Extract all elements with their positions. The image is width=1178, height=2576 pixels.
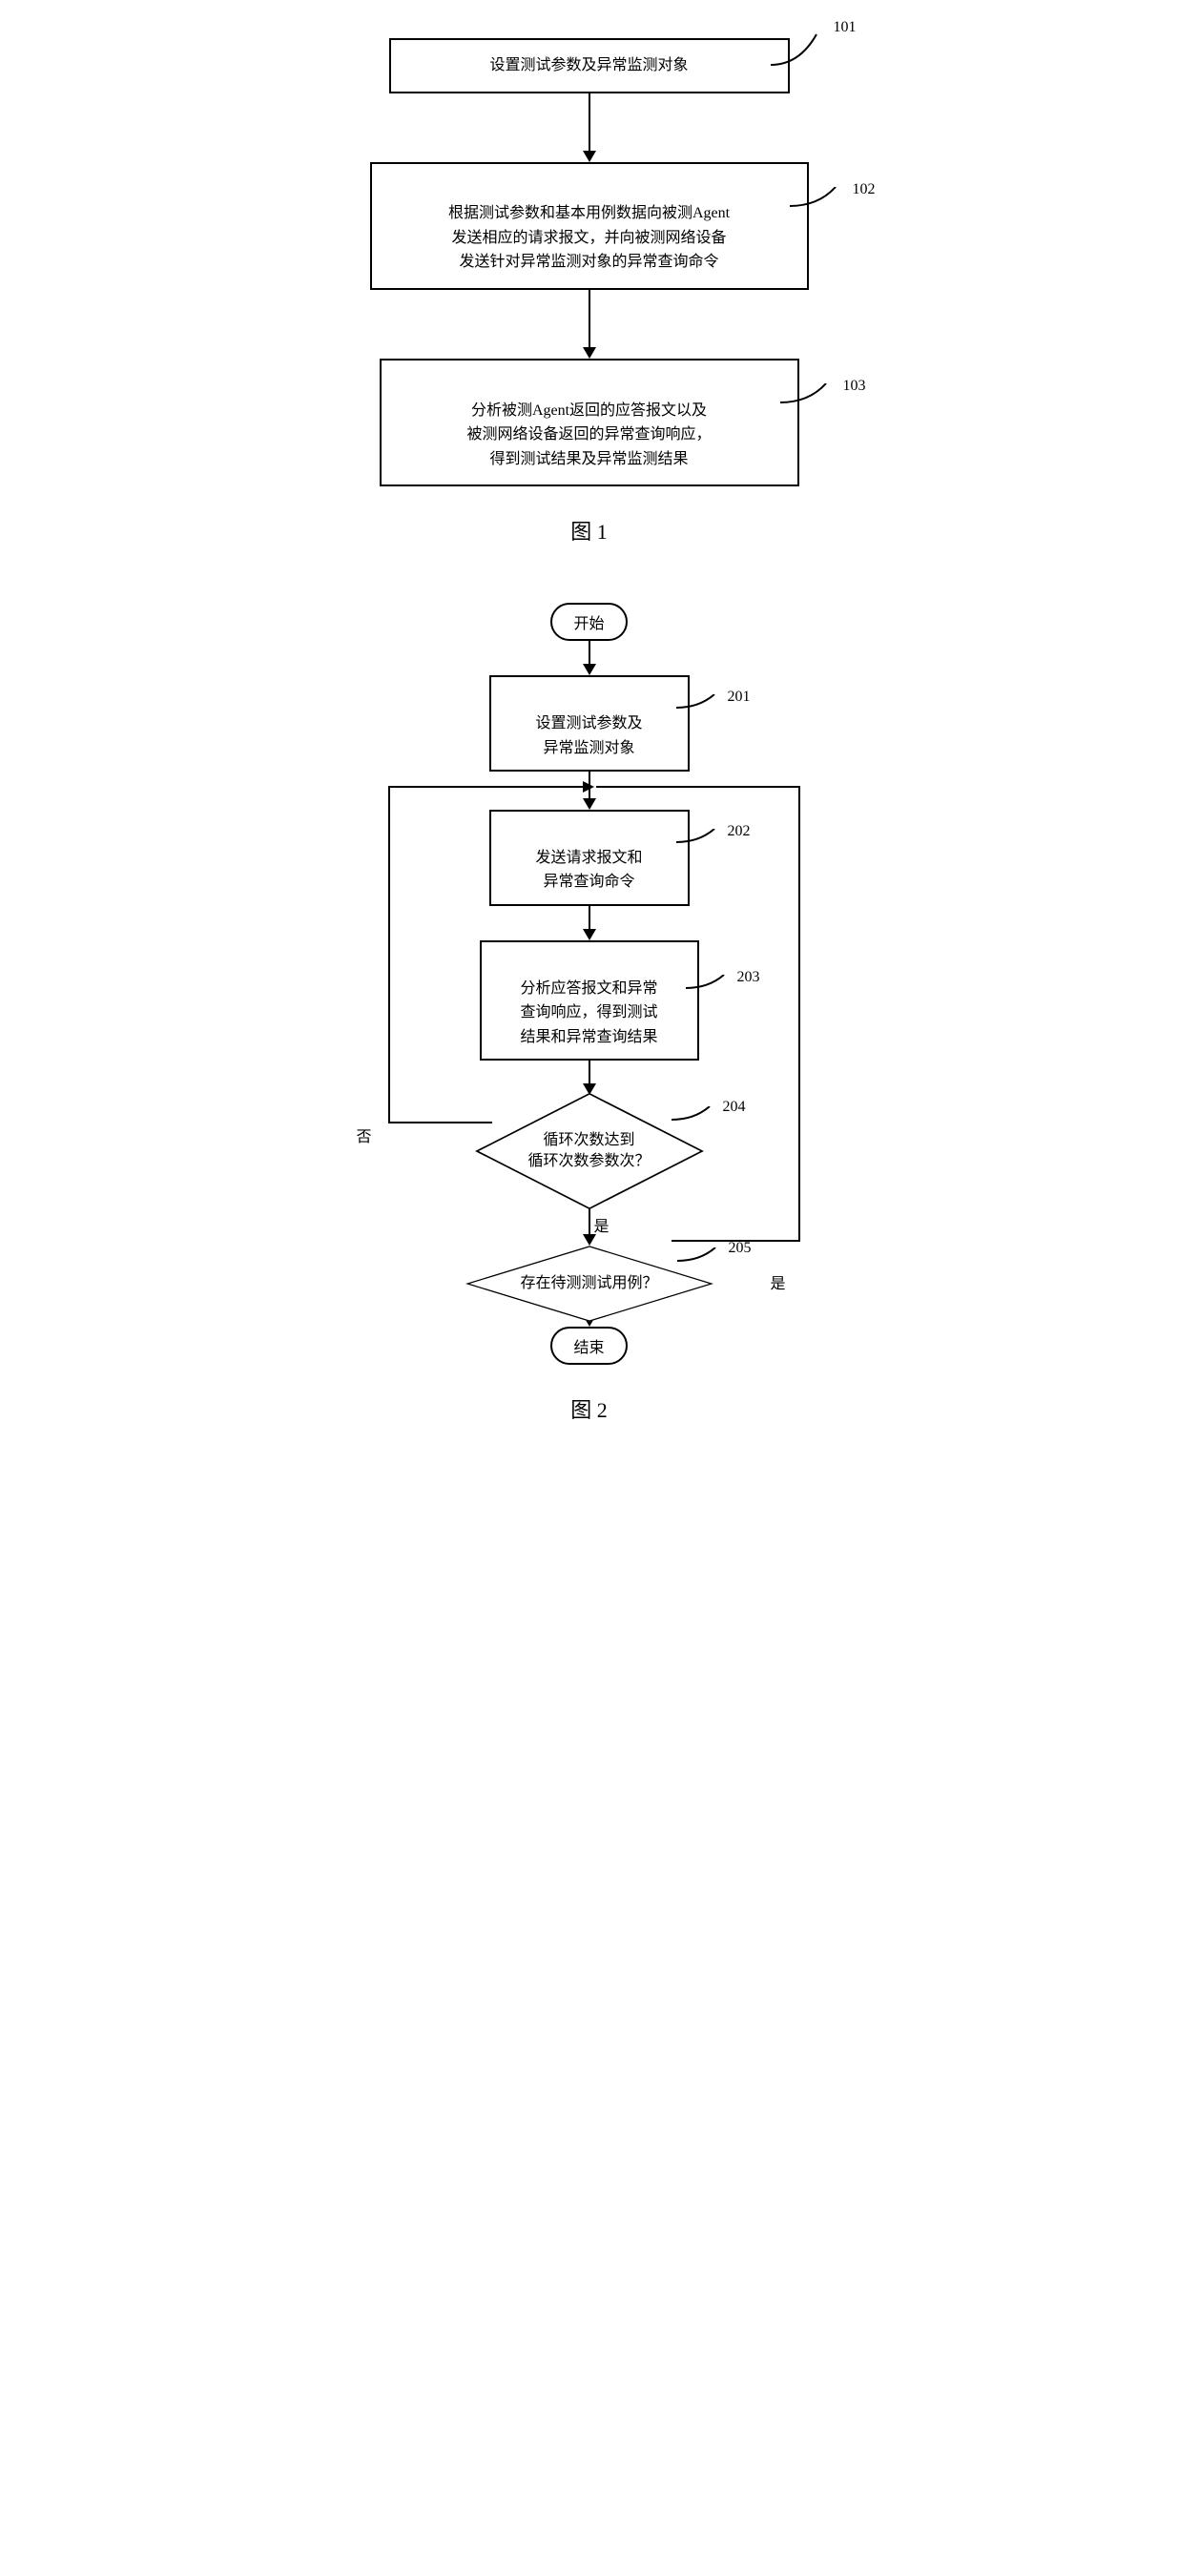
fig2-loop-container: 发送请求报文和 异常查询命令 202 分析应答报文和异常 查询响应，得到测试 结… xyxy=(284,772,895,1306)
fig1-node-101: 设置测试参数及异常监测对象 xyxy=(389,38,790,93)
fig2-arrow-204-205: 是 xyxy=(583,1207,596,1246)
fig2-node-203-text: 分析应答报文和异常 查询响应，得到测试 结果和异常查询结果 xyxy=(520,980,657,1045)
fig2-node-203-row: 分析应答报文和异常 查询响应，得到测试 结果和异常查询结果 203 xyxy=(480,940,699,1061)
fig2-arrow-202-203 xyxy=(583,906,596,940)
fig1-tag-102-leader xyxy=(790,187,866,235)
fig1-node-102-row: 根据测试参数和基本用例数据向被测Agent 发送相应的请求报文，并向被测网络设备… xyxy=(370,162,809,290)
fig2-205-right-label: 是 xyxy=(770,1270,785,1293)
fig2-node-202-text: 发送请求报文和 异常查询命令 xyxy=(535,850,642,891)
fig2-tag-201-leader xyxy=(676,694,743,732)
fig1-node-103-text: 分析被测Agent返回的应答报文以及 被测网络设备返回的异常查询响应， 得到测试… xyxy=(466,402,711,467)
figure-1: 设置测试参数及异常监测对象 101 根据测试参数和基本用例数据向被测Agent … xyxy=(370,38,809,546)
fig2-node-201: 设置测试参数及 异常监测对象 xyxy=(489,675,690,772)
fig1-arrow-1 xyxy=(583,93,596,162)
fig2-tag-202-leader xyxy=(676,829,743,867)
fig2-204-bottom-label: 是 xyxy=(594,1213,610,1236)
fig2-node-203: 分析应答报文和异常 查询响应，得到测试 结果和异常查询结果 xyxy=(480,940,699,1061)
fig1-node-102-text: 根据测试参数和基本用例数据向被测Agent 发送相应的请求报文，并向被测网络设备… xyxy=(448,205,730,270)
fig2-node-201-row: 设置测试参数及 异常监测对象 201 xyxy=(489,675,690,772)
fig1-tag-101-leader xyxy=(771,25,847,72)
fig1-node-103-row: 分析被测Agent返回的应答报文以及 被测网络设备返回的异常查询响应， 得到测试… xyxy=(380,359,799,486)
fig2-204-left-label: 否 xyxy=(357,1123,372,1146)
fig2-arrow-start xyxy=(583,641,596,675)
fig2-node-204: 循环次数达到 循环次数参数次？ 204 否 xyxy=(477,1095,702,1207)
fig2-arrow-203-204 xyxy=(583,1061,596,1095)
fig2-end: 结束 xyxy=(550,1327,627,1365)
fig1-tag-103-leader xyxy=(780,383,857,431)
fig2-start: 开始 xyxy=(550,603,627,641)
fig2-caption: 图 2 xyxy=(570,1393,608,1424)
fig2-node-205: 存在待测测试用例？ 205 是 xyxy=(465,1246,713,1322)
fig2-node-202-row: 发送请求报文和 异常查询命令 202 xyxy=(489,810,690,906)
fig1-caption: 图 1 xyxy=(570,515,608,546)
fig2-end-text: 结束 xyxy=(573,1340,604,1356)
fig2-tag-204-leader xyxy=(672,1106,738,1144)
fig1-node-103: 分析被测Agent返回的应答报文以及 被测网络设备返回的异常查询响应， 得到测试… xyxy=(380,359,799,486)
fig1-node-102: 根据测试参数和基本用例数据向被测Agent 发送相应的请求报文，并向被测网络设备… xyxy=(370,162,809,290)
fig2-node-201-text: 设置测试参数及 异常监测对象 xyxy=(535,715,642,756)
fig1-arrow-2 xyxy=(583,290,596,359)
fig2-tag-205-leader xyxy=(677,1247,744,1286)
fig2-start-text: 开始 xyxy=(573,616,604,632)
fig2-tag-203-leader xyxy=(686,975,753,1013)
figure-2: 开始 设置测试参数及 异常监测对象 201 xyxy=(284,603,895,1424)
fig1-node-101-row: 设置测试参数及异常监测对象 101 xyxy=(389,38,790,93)
fig1-node-101-text: 设置测试参数及异常监测对象 xyxy=(489,57,688,73)
fig2-arrow-201-202 xyxy=(583,772,596,810)
fig2-node-202: 发送请求报文和 异常查询命令 xyxy=(489,810,690,906)
